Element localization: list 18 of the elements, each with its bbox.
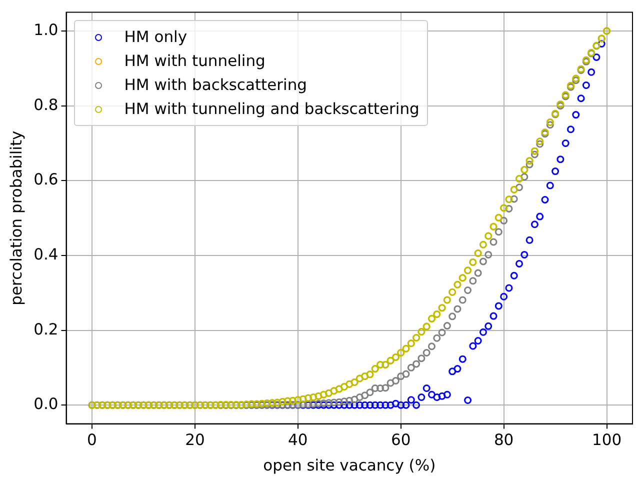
legend-label: HM with tunneling and backscattering: [124, 100, 420, 118]
legend-label: HM with backscattering: [124, 76, 307, 94]
x-tick-label: 100: [592, 431, 622, 450]
y-tick-label: 0.8: [34, 96, 58, 114]
y-tick-label: 0.0: [34, 395, 58, 414]
x-tick-label: 80: [494, 431, 514, 450]
x-axis-title: open site vacancy (%): [263, 456, 436, 475]
y-axis-title: percolation probability: [7, 130, 26, 306]
y-tick-label: 0.2: [34, 320, 58, 338]
y-tick-label: 0.4: [34, 245, 58, 264]
y-tick-label: 1.0: [34, 21, 58, 40]
y-tick-label: 0.6: [34, 170, 58, 189]
x-tick-label: 20: [185, 431, 205, 450]
legend-label: HM with tunneling: [124, 52, 266, 70]
x-tick-label: 60: [390, 431, 411, 450]
x-tick-label: 0: [87, 431, 97, 450]
x-tick-label: 40: [288, 431, 308, 450]
legend-label: HM only: [124, 28, 187, 46]
